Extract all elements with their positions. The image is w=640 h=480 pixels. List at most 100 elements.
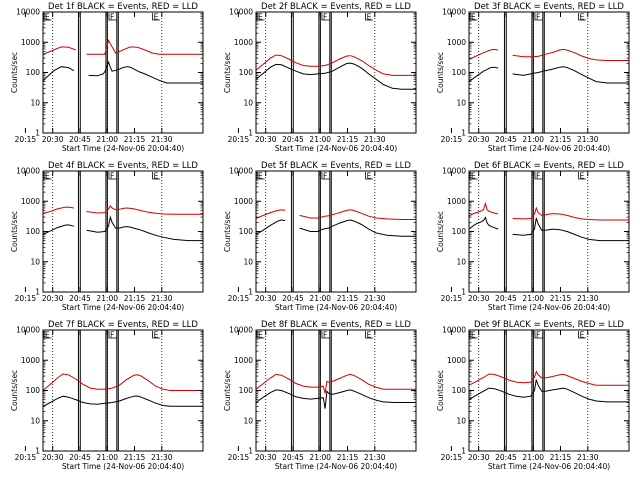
interval-label: F: [110, 13, 114, 22]
y-axis-label: Counts/sec: [436, 370, 445, 411]
events-series-line: [468, 379, 629, 403]
y-tick-label: 100: [239, 227, 254, 236]
y-tick-label: 100: [452, 227, 467, 236]
events-series-line: [255, 62, 416, 90]
interval-bracket: [256, 13, 265, 21]
x-tick-label: 21:15: [337, 135, 359, 144]
panel-title: Det 3f BLACK = Events, RED = LLD: [474, 2, 624, 12]
interval-bracket: [152, 172, 161, 180]
x-tick-label: 20:15: [228, 453, 250, 462]
y-axis-label: Counts/sec: [223, 370, 232, 411]
lld-series-line: [42, 205, 203, 215]
y-tick-label: 1: [35, 288, 40, 297]
x-tick-label: 20:15: [441, 453, 463, 462]
x-tick-label: 21:15: [550, 294, 572, 303]
events-series-line: [42, 395, 203, 407]
y-tick-label: 100: [26, 227, 41, 236]
panel-2: Det 2f BLACK = Events, RED = LLD 1 10 100 10…: [223, 2, 417, 153]
y-tick-label: 10: [243, 98, 253, 107]
x-tick-label: 21:15: [124, 294, 146, 303]
panel-title: Det 9f BLACK = Events, RED = LLD: [474, 320, 624, 330]
x-tick-label: 21:30: [151, 135, 173, 144]
panel-4: Det 4f BLACK = Events, RED = LLD 1 10 100 10…: [10, 161, 204, 312]
y-tick-label: 10000: [16, 326, 40, 335]
interval-label: F: [323, 13, 327, 22]
interval-bracket: [152, 13, 161, 21]
interval-bracket: [469, 331, 478, 339]
y-tick-label: 100: [26, 68, 41, 77]
interval-bracket: [365, 13, 374, 21]
interval-label: E: [471, 331, 476, 340]
interval-label: E: [154, 13, 159, 22]
interval-label: E: [258, 331, 263, 340]
interval-label: E: [471, 13, 476, 22]
y-tick-label: 100: [452, 68, 467, 77]
x-axis-label: Start Time (24-Nov-06 20:04:40): [275, 144, 397, 153]
x-tick-label: 20:15: [15, 294, 37, 303]
x-tick-label: 20:15: [15, 135, 37, 144]
interval-label: F: [110, 331, 114, 340]
interval-label: E: [580, 331, 585, 340]
y-tick-label: 1: [461, 288, 466, 297]
x-tick-label: 20:45: [69, 135, 91, 144]
interval-label: F: [323, 331, 327, 340]
x-tick-label: 21:30: [577, 294, 599, 303]
y-tick-label: 10: [456, 98, 466, 107]
x-axis-label: Start Time (24-Nov-06 20:04:40): [62, 462, 184, 471]
x-tick-label: 20:30: [42, 135, 64, 144]
x-tick-label: 21:00: [96, 294, 118, 303]
y-tick-label: 100: [239, 68, 254, 77]
events-series-line: [255, 219, 416, 237]
x-axis-label: Start Time (24-Nov-06 20:04:40): [488, 303, 610, 312]
interval-bracket: [43, 13, 52, 21]
y-axis-label: Counts/sec: [436, 211, 445, 252]
x-tick-label: 20:45: [282, 135, 304, 144]
y-axis-label: Counts/sec: [10, 52, 19, 93]
interval-label: E: [367, 331, 372, 340]
x-tick-label: 21:00: [522, 135, 544, 144]
y-tick-label: 1: [248, 288, 253, 297]
y-tick-label: 10000: [229, 167, 253, 176]
x-tick-label: 20:45: [495, 294, 517, 303]
lld-series-line: [468, 48, 629, 61]
x-tick-label: 20:45: [69, 294, 91, 303]
events-series-line: [255, 389, 416, 409]
panel-title: Det 7f BLACK = Events, RED = LLD: [48, 320, 198, 330]
interval-label: E: [154, 331, 159, 340]
lld-series-line: [468, 201, 629, 221]
interval-bracket: [578, 13, 587, 21]
interval-label: E: [154, 172, 159, 181]
x-tick-label: 20:30: [255, 453, 277, 462]
x-axis-label: Start Time (24-Nov-06 20:04:40): [62, 303, 184, 312]
x-tick-label: 21:00: [522, 453, 544, 462]
lld-series-line: [468, 370, 629, 386]
x-axis-label: Start Time (24-Nov-06 20:04:40): [275, 303, 397, 312]
x-tick-label: 20:30: [255, 135, 277, 144]
interval-bracket: [321, 172, 330, 180]
x-axis-label: Start Time (24-Nov-06 20:04:40): [488, 144, 610, 153]
interval-bracket: [256, 172, 265, 180]
plot-frame: [42, 11, 204, 134]
interval-label: F: [536, 172, 540, 181]
y-tick-label: 10: [243, 416, 253, 425]
interval-bracket: [534, 172, 543, 180]
y-tick-label: 10000: [229, 8, 253, 17]
interval-label: E: [367, 13, 372, 22]
plot-frame: [468, 11, 630, 134]
y-axis-label: Counts/sec: [436, 52, 445, 93]
x-axis-label: Start Time (24-Nov-06 20:04:40): [488, 462, 610, 471]
panel-title: Det 5f BLACK = Events, RED = LLD: [261, 161, 411, 171]
y-tick-label: 1000: [21, 197, 40, 206]
interval-bracket: [469, 13, 478, 21]
interval-bracket: [321, 13, 330, 21]
plot-frame: [255, 11, 417, 134]
x-tick-label: 21:30: [364, 294, 386, 303]
panel-9: Det 9f BLACK = Events, RED = LLD 1 10 100 10…: [436, 320, 630, 471]
x-tick-label: 21:30: [151, 453, 173, 462]
y-tick-label: 1: [248, 447, 253, 456]
interval-label: E: [45, 172, 50, 181]
interval-label: E: [367, 172, 372, 181]
x-tick-label: 21:15: [550, 135, 572, 144]
panel-title: Det 1f BLACK = Events, RED = LLD: [48, 2, 198, 12]
